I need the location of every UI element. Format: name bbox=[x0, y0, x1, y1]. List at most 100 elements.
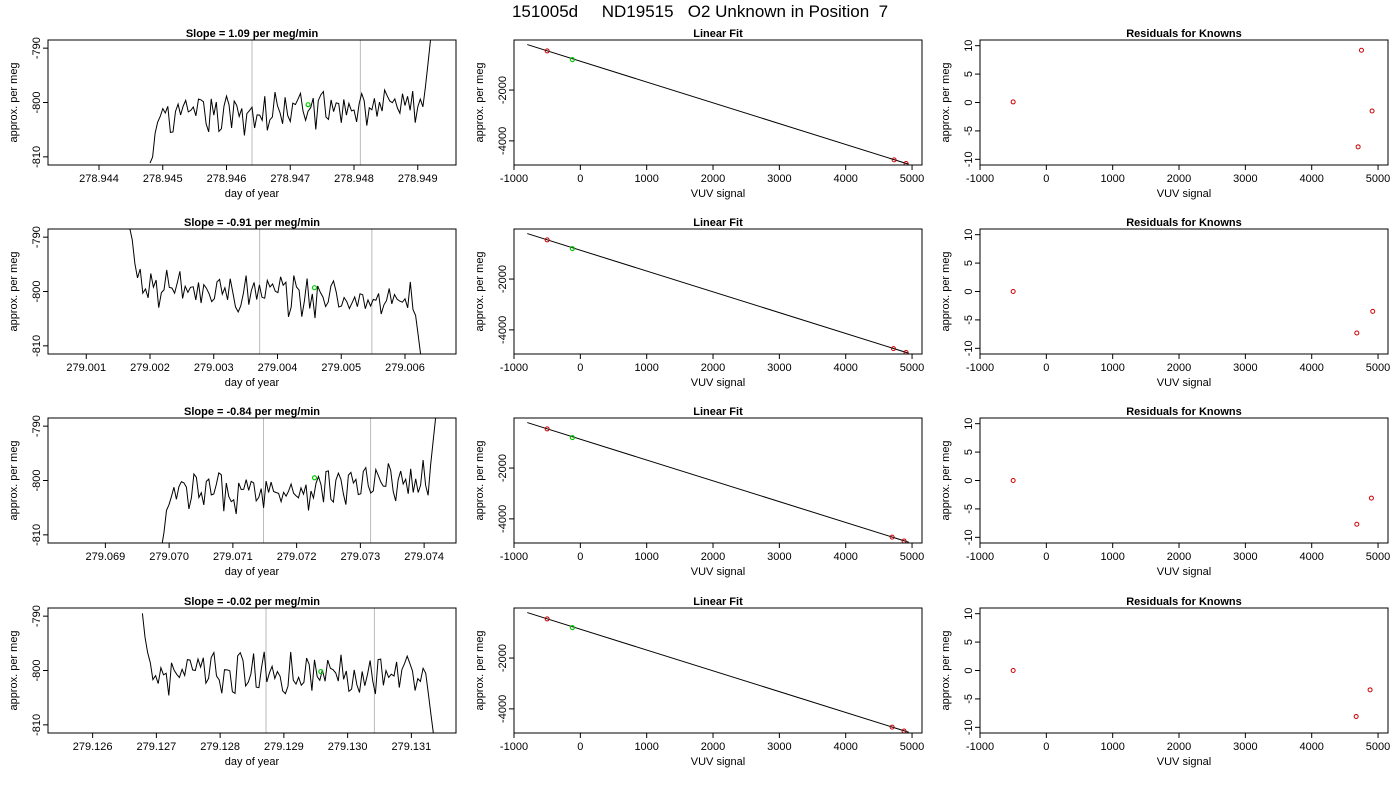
residuals-panel-row-1: Residuals for Knowns -1000 0 1000 2000 3000 40… bbox=[932, 24, 1398, 214]
x-tick-label: 0 bbox=[577, 173, 583, 185]
y-axis-label: approx. per meg bbox=[474, 62, 486, 142]
known-point bbox=[544, 426, 550, 432]
y-tick-label: 5 bbox=[963, 639, 975, 645]
x-axis-label: VUV signal bbox=[691, 566, 745, 578]
plot-frame bbox=[47, 607, 457, 734]
plot-frame bbox=[979, 417, 1389, 544]
x-tick-label: 279.001 bbox=[66, 362, 106, 374]
x-tick-label: 0 bbox=[577, 741, 583, 753]
x-tick-label: 278.946 bbox=[207, 173, 247, 185]
y-tick-label: -2000 bbox=[497, 265, 509, 293]
residuals-chart: Residuals for Knowns -1000 0 1000 2000 3000 40… bbox=[940, 28, 1390, 200]
y-tick-label: -10 bbox=[963, 151, 975, 167]
residual-point bbox=[1358, 47, 1364, 53]
x-tick-label: 279.002 bbox=[130, 362, 170, 374]
fit-panel-row-4: Linear Fit -1000 0 1000 2000 3000 4000 5000 -200… bbox=[466, 592, 932, 782]
slope-chart: Slope = -0.91 per meg/min 279.001 279.002 2… bbox=[8, 217, 457, 389]
y-tick-label: 10 bbox=[963, 608, 975, 620]
residual-point bbox=[1354, 330, 1360, 336]
residuals-chart: Residuals for Knowns -1000 0 1000 2000 3000 40… bbox=[940, 596, 1390, 768]
slope-panel-row-2: Slope = -0.91 per meg/min 279.001 279.002 2… bbox=[0, 213, 466, 403]
x-axis-label: VUV signal bbox=[1157, 566, 1211, 578]
fit-chart: Linear Fit -1000 0 1000 2000 3000 4000 5000 -200… bbox=[474, 217, 924, 389]
x-axis-label: day of year bbox=[225, 756, 280, 768]
y-axis-label: approx. per meg bbox=[8, 62, 20, 142]
x-tick-label: 4000 bbox=[833, 362, 857, 374]
y-tick-label: 5 bbox=[963, 260, 975, 266]
x-tick-label: 279.004 bbox=[258, 362, 298, 374]
unknown-point bbox=[569, 624, 575, 631]
y-axis-label: approx. per meg bbox=[940, 62, 952, 142]
slope-chart: Slope = -0.02 per meg/min 279.126 279.127 2… bbox=[8, 596, 457, 768]
x-tick-label: 279.072 bbox=[277, 551, 317, 563]
residual-point bbox=[1355, 144, 1361, 150]
slope-panel-row-1: Slope = 1.09 per meg/min 278.944 278.945 27… bbox=[0, 24, 466, 214]
x-tick-label: 1000 bbox=[1100, 741, 1124, 753]
x-tick-label: 279.126 bbox=[73, 741, 113, 753]
y-tick-label: 0 bbox=[963, 477, 975, 483]
panel-title: Linear Fit bbox=[693, 217, 743, 229]
x-tick-label: 279.073 bbox=[340, 551, 380, 563]
panel-title: Residuals for Knowns bbox=[1126, 406, 1242, 418]
residuals-panel-row-4: Residuals for Knowns -1000 0 1000 2000 3000 40… bbox=[932, 592, 1398, 782]
x-tick-label: 5000 bbox=[1366, 173, 1390, 185]
known-point bbox=[903, 160, 909, 165]
x-axis-label: VUV signal bbox=[1157, 756, 1211, 768]
x-tick-label: -1000 bbox=[500, 551, 528, 563]
x-axis-label: day of year bbox=[225, 188, 280, 200]
panel-title: Slope = -0.84 per meg/min bbox=[184, 406, 320, 418]
concentration-trace bbox=[161, 418, 437, 543]
x-tick-label: -1000 bbox=[966, 173, 994, 185]
x-tick-label: 279.003 bbox=[194, 362, 234, 374]
x-tick-label: 4000 bbox=[833, 173, 857, 185]
unknown-point bbox=[569, 56, 575, 63]
residual-point bbox=[1353, 714, 1359, 720]
known-point bbox=[890, 346, 896, 352]
residual-point bbox=[1010, 668, 1016, 673]
y-tick-label: 0 bbox=[963, 667, 975, 673]
fit-chart: Linear Fit -1000 0 1000 2000 3000 4000 5000 -200… bbox=[474, 28, 924, 200]
x-tick-label: 3000 bbox=[767, 173, 791, 185]
residual-point bbox=[1354, 521, 1360, 527]
known-point bbox=[903, 349, 909, 354]
x-tick-label: 278.945 bbox=[143, 173, 183, 185]
y-tick-label: 5 bbox=[963, 449, 975, 455]
x-tick-label: 5000 bbox=[900, 362, 924, 374]
x-tick-label: 0 bbox=[1043, 173, 1049, 185]
x-tick-label: 279.131 bbox=[391, 741, 431, 753]
residual-point bbox=[1368, 495, 1374, 501]
x-tick-label: 1000 bbox=[1100, 362, 1124, 374]
x-tick-label: 4000 bbox=[1299, 741, 1323, 753]
concentration-trace bbox=[149, 40, 431, 164]
residuals-chart: Residuals for Knowns -1000 0 1000 2000 3000 40… bbox=[940, 406, 1390, 578]
plot-frame bbox=[979, 39, 1389, 166]
x-axis-label: VUV signal bbox=[691, 188, 745, 200]
x-tick-label: 1000 bbox=[634, 173, 658, 185]
y-tick-label: -800 bbox=[31, 91, 43, 113]
x-tick-label: 4000 bbox=[1299, 551, 1323, 563]
y-axis-label: approx. per meg bbox=[474, 440, 486, 520]
y-tick-label: -810 bbox=[31, 335, 43, 357]
slope-chart: Slope = 1.09 per meg/min 278.944 278.945 27… bbox=[8, 28, 457, 200]
y-axis-label: approx. per meg bbox=[474, 630, 486, 710]
panel-title: Residuals for Knowns bbox=[1126, 28, 1242, 40]
slope-chart: Slope = -0.84 per meg/min 279.069 279.070 2… bbox=[8, 406, 457, 578]
plot-frame bbox=[47, 228, 457, 355]
x-tick-label: 5000 bbox=[1366, 362, 1390, 374]
x-tick-label: 5000 bbox=[900, 551, 924, 563]
x-tick-label: 279.130 bbox=[328, 741, 368, 753]
x-tick-label: 2000 bbox=[701, 551, 725, 563]
known-point bbox=[544, 616, 550, 622]
x-tick-label: 0 bbox=[1043, 741, 1049, 753]
x-tick-label: 5000 bbox=[900, 741, 924, 753]
x-tick-label: 2000 bbox=[1167, 173, 1191, 185]
fit-chart: Linear Fit -1000 0 1000 2000 3000 4000 5000 -200… bbox=[474, 596, 924, 768]
x-tick-label: -1000 bbox=[966, 741, 994, 753]
panel-title: Linear Fit bbox=[693, 28, 743, 40]
x-tick-label: 5000 bbox=[1366, 741, 1390, 753]
figure-title: 151005d ND19515 O2 Unknown in Position 7 bbox=[511, 2, 889, 21]
x-tick-label: 278.944 bbox=[79, 173, 119, 185]
x-tick-label: 4000 bbox=[833, 551, 857, 563]
x-tick-label: 2000 bbox=[701, 173, 725, 185]
concentration-trace bbox=[129, 229, 422, 354]
